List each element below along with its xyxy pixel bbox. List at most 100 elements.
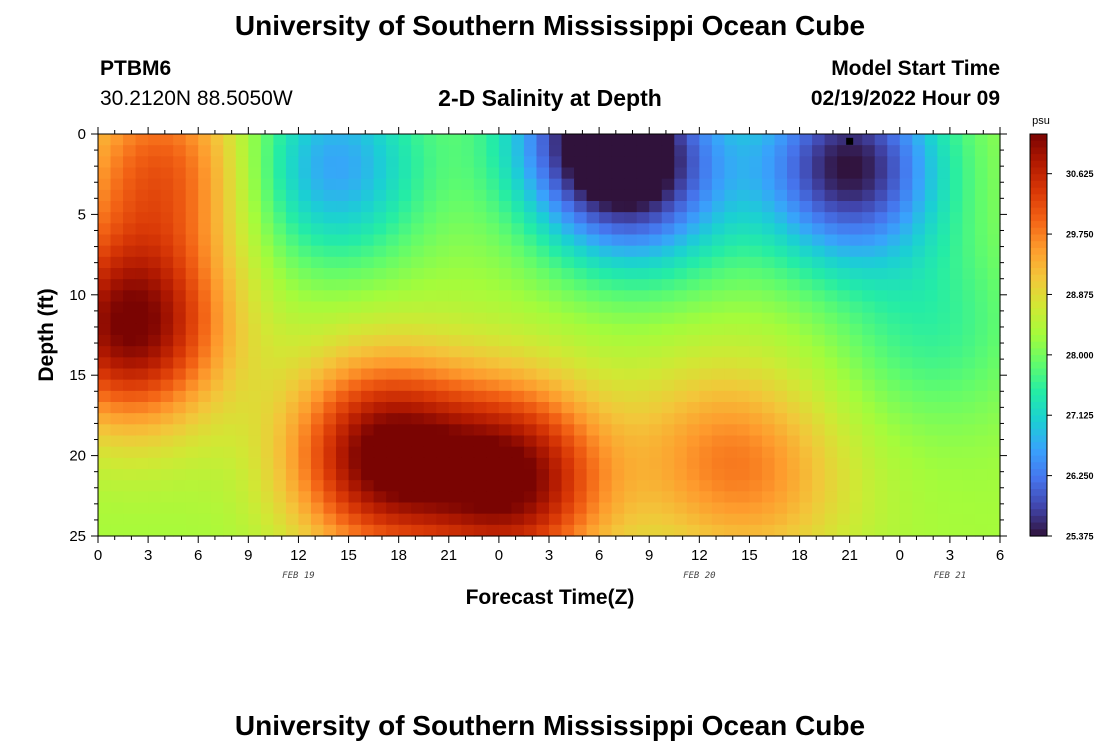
heatmap-cell bbox=[912, 268, 926, 280]
heatmap-cell bbox=[448, 480, 462, 492]
heatmap-cell bbox=[924, 245, 938, 258]
heatmap-cell bbox=[373, 256, 387, 269]
x-tick-label: 12 bbox=[290, 547, 307, 564]
heatmap-cell bbox=[974, 156, 989, 169]
heatmap-cell bbox=[110, 279, 124, 291]
heatmap-cell bbox=[423, 223, 437, 236]
heatmap-cell bbox=[511, 178, 525, 191]
heatmap-cell bbox=[736, 223, 751, 236]
heatmap-cell bbox=[874, 189, 888, 202]
heatmap-cell bbox=[448, 390, 462, 403]
heatmap-cell bbox=[711, 480, 725, 492]
heatmap-cell bbox=[561, 402, 575, 414]
heatmap-cell bbox=[198, 167, 212, 180]
heatmap-cell bbox=[285, 223, 300, 236]
heatmap-cell bbox=[611, 457, 625, 470]
heatmap-cell bbox=[724, 413, 738, 425]
heatmap-cell bbox=[937, 424, 951, 437]
heatmap-cell bbox=[536, 156, 550, 169]
heatmap-cell bbox=[987, 502, 1001, 515]
heatmap-cell bbox=[599, 245, 613, 258]
heatmap-cell bbox=[849, 524, 863, 537]
heatmap-cell bbox=[348, 223, 362, 236]
heatmap-cell bbox=[336, 446, 350, 459]
heatmap-cell bbox=[862, 335, 876, 347]
heatmap-cell bbox=[636, 145, 650, 157]
heatmap-cell bbox=[874, 234, 888, 247]
heatmap-cell bbox=[423, 301, 437, 314]
heatmap-cell bbox=[837, 223, 851, 236]
heatmap-cell bbox=[699, 502, 713, 515]
heatmap-cell bbox=[636, 301, 650, 314]
heatmap-cell bbox=[310, 513, 325, 526]
heatmap-cell bbox=[624, 189, 638, 202]
heatmap-cell bbox=[386, 424, 400, 437]
heatmap-cell bbox=[210, 502, 224, 515]
heatmap-cell bbox=[123, 301, 137, 314]
heatmap-cell bbox=[160, 480, 174, 492]
heatmap-cell bbox=[824, 446, 838, 459]
heatmap-cell bbox=[235, 480, 249, 492]
heatmap-cell bbox=[574, 335, 588, 347]
heatmap-cell bbox=[549, 301, 563, 314]
heatmap-cell bbox=[787, 480, 801, 492]
heatmap-cell bbox=[498, 167, 513, 180]
heatmap-cell bbox=[787, 513, 801, 526]
heatmap-cell bbox=[686, 290, 700, 303]
heatmap-cell bbox=[711, 290, 725, 303]
heatmap-cell bbox=[699, 379, 713, 392]
heatmap-cell bbox=[912, 335, 926, 347]
heatmap-cell bbox=[774, 491, 788, 504]
colorbar-segment bbox=[1030, 227, 1047, 236]
heatmap-cell bbox=[123, 435, 137, 448]
heatmap-cell bbox=[974, 491, 989, 504]
heatmap-cell bbox=[761, 457, 776, 470]
heatmap-cell bbox=[498, 256, 513, 269]
heatmap-cell bbox=[949, 312, 964, 325]
heatmap-cell bbox=[135, 256, 149, 269]
heatmap-cell bbox=[724, 435, 738, 448]
colorbar-segment bbox=[1030, 495, 1047, 504]
heatmap-cell bbox=[549, 513, 563, 526]
heatmap-cell bbox=[862, 223, 876, 236]
heatmap-cell bbox=[135, 323, 149, 336]
heatmap-cell bbox=[135, 502, 149, 515]
heatmap-cell bbox=[123, 424, 137, 437]
heatmap-cell bbox=[686, 457, 700, 470]
heatmap-cell bbox=[949, 212, 964, 224]
heatmap-cell bbox=[160, 435, 174, 448]
heatmap-cell bbox=[423, 212, 437, 224]
heatmap-cell bbox=[561, 323, 575, 336]
heatmap-cell bbox=[411, 312, 425, 325]
heatmap-cell bbox=[173, 189, 187, 202]
heatmap-cell bbox=[837, 312, 851, 325]
heatmap-cell bbox=[386, 357, 400, 370]
heatmap-cell bbox=[649, 212, 663, 224]
heatmap-cell bbox=[386, 457, 400, 470]
heatmap-cell bbox=[386, 480, 400, 492]
heatmap-cell bbox=[260, 145, 274, 157]
heatmap-cell bbox=[110, 201, 124, 213]
heatmap-cell bbox=[636, 413, 650, 425]
heatmap-cell bbox=[937, 167, 951, 180]
heatmap-cell bbox=[787, 469, 801, 481]
heatmap-cell bbox=[298, 424, 312, 437]
heatmap-cell bbox=[887, 301, 901, 314]
heatmap-cell bbox=[949, 156, 964, 169]
heatmap-cell bbox=[498, 524, 513, 537]
heatmap-cell bbox=[511, 256, 525, 269]
heatmap-cell bbox=[549, 524, 563, 537]
heatmap-cell bbox=[98, 502, 112, 515]
heatmap-cell bbox=[123, 469, 137, 481]
heatmap-cell bbox=[611, 513, 625, 526]
heatmap-cell bbox=[674, 424, 688, 437]
heatmap-cell bbox=[849, 368, 863, 381]
heatmap-cell bbox=[448, 301, 462, 314]
heatmap-cell bbox=[498, 279, 513, 291]
heatmap-cell bbox=[323, 256, 337, 269]
heatmap-cell bbox=[611, 189, 625, 202]
heatmap-cell bbox=[436, 357, 450, 370]
heatmap-cell bbox=[448, 346, 462, 358]
heatmap-cell bbox=[148, 513, 162, 526]
heatmap-cell bbox=[749, 279, 763, 291]
